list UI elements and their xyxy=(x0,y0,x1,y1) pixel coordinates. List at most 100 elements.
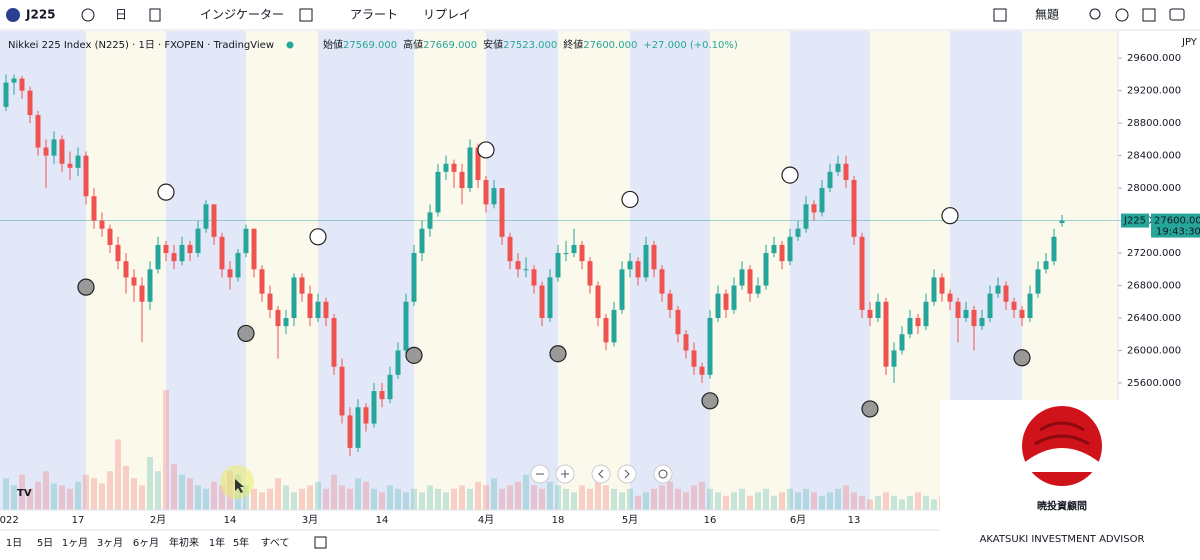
legend-open: 27569.000 xyxy=(343,40,397,51)
volume-bar xyxy=(915,492,921,510)
candle-body xyxy=(835,163,841,172)
goto-date[interactable] xyxy=(314,536,327,549)
candle-body xyxy=(531,269,537,286)
candle-body xyxy=(595,285,601,318)
range-button[interactable]: 1日 xyxy=(6,538,22,549)
chart-type[interactable] xyxy=(149,8,161,22)
logo-sun xyxy=(1022,406,1102,486)
candle-body xyxy=(259,269,265,294)
volume-bar xyxy=(875,495,881,510)
candle-body xyxy=(499,188,505,237)
candle-body xyxy=(283,317,289,327)
range-button[interactable]: 1ヶ月 xyxy=(62,537,88,549)
volume-bar xyxy=(747,495,753,510)
volume-bar xyxy=(243,485,249,510)
y-tick-label: 26800.000 xyxy=(1127,281,1181,292)
volume-bar xyxy=(811,492,817,510)
candle-body xyxy=(411,253,417,302)
candle-body xyxy=(635,261,641,278)
candle-body xyxy=(75,155,81,168)
layout-icon[interactable] xyxy=(993,8,1007,22)
candle-body xyxy=(915,317,921,327)
candle-body xyxy=(539,285,545,318)
candle-body xyxy=(955,301,961,318)
volume-bar xyxy=(859,495,865,510)
volume-bar xyxy=(355,478,361,510)
volume-bar xyxy=(715,492,721,510)
templates[interactable] xyxy=(299,8,313,22)
logo-tagline: AKATSUKI INVESTMENT ADVISOR xyxy=(980,534,1145,545)
interval[interactable]: 日 xyxy=(115,8,127,22)
search[interactable] xyxy=(1089,8,1101,20)
session-band xyxy=(486,31,558,510)
add-symbol[interactable] xyxy=(81,8,95,22)
volume-bar xyxy=(179,474,185,510)
layout-name[interactable]: 無題 xyxy=(1035,7,1059,22)
candle-body xyxy=(131,277,137,286)
candle-body xyxy=(763,253,769,286)
candle-body xyxy=(339,366,345,416)
legend-low-label: 安値 xyxy=(483,38,503,51)
volume-bar xyxy=(475,481,481,510)
volume-bar xyxy=(691,485,697,510)
y-tick-label: 28000.000 xyxy=(1127,183,1181,194)
y-tick-label: 26000.000 xyxy=(1127,345,1181,356)
candle-body xyxy=(707,317,713,375)
candle-body xyxy=(699,366,705,375)
volume-bar xyxy=(755,492,761,510)
candle-body xyxy=(883,301,889,367)
settings[interactable] xyxy=(1115,8,1129,22)
range-button[interactable]: 年初来 xyxy=(169,536,199,549)
x-tick-label: 3月 xyxy=(302,514,318,526)
volume-bar xyxy=(771,495,777,510)
reset-chart[interactable] xyxy=(653,464,673,484)
y-tick-label: 28400.000 xyxy=(1127,151,1181,162)
symbol[interactable]: J225 xyxy=(25,8,56,22)
range-button[interactable]: 6ヶ月 xyxy=(133,537,159,549)
ohlc-legend: 始値27569.000 高値27669.000 安値27523.000 終値27600… xyxy=(323,38,738,51)
scroll-left[interactable] xyxy=(591,464,611,484)
candle-body xyxy=(907,317,913,335)
range-button[interactable]: 1年 xyxy=(209,536,225,549)
volume-bar xyxy=(131,478,137,510)
session-band xyxy=(870,31,950,510)
candle-body xyxy=(971,309,977,327)
candle-body xyxy=(811,204,817,213)
volume-bar xyxy=(19,474,25,510)
candle-body xyxy=(523,269,529,271)
candle-body xyxy=(659,269,665,294)
fullscreen[interactable] xyxy=(1142,8,1156,22)
candle-body xyxy=(947,293,953,302)
volume-bar xyxy=(363,481,369,510)
legend-high-label: 高値 xyxy=(403,38,423,51)
candle-body xyxy=(467,147,473,189)
candle-body xyxy=(963,309,969,318)
candle-body xyxy=(803,204,809,229)
snapshot[interactable] xyxy=(1169,8,1185,21)
candle-body xyxy=(891,350,897,367)
range-button[interactable]: 5日 xyxy=(37,538,53,549)
range-button[interactable]: 5年 xyxy=(233,536,249,549)
indicators[interactable]: インジケーター xyxy=(200,8,284,22)
scroll-right-icon xyxy=(624,469,630,479)
candle-body xyxy=(747,269,753,294)
swing-low-marker xyxy=(701,392,719,410)
scroll-right[interactable] xyxy=(617,464,637,484)
candle-body xyxy=(931,277,937,302)
range-button[interactable]: すべて xyxy=(261,537,290,549)
candle-body xyxy=(179,244,185,262)
candle-body xyxy=(395,350,401,375)
replay[interactable]: リプレイ xyxy=(423,8,471,22)
range-button[interactable]: 3ヶ月 xyxy=(97,537,123,549)
candle-body xyxy=(211,204,217,237)
candle-body xyxy=(451,163,457,172)
volume-bar xyxy=(35,481,41,510)
volume-bar xyxy=(171,464,177,510)
volume-bar xyxy=(531,485,537,510)
alerts[interactable]: アラート xyxy=(350,8,398,22)
volume-bar xyxy=(699,481,705,510)
volume-bar xyxy=(387,485,393,510)
volume-bar xyxy=(659,485,665,510)
volume-bar xyxy=(459,485,465,510)
